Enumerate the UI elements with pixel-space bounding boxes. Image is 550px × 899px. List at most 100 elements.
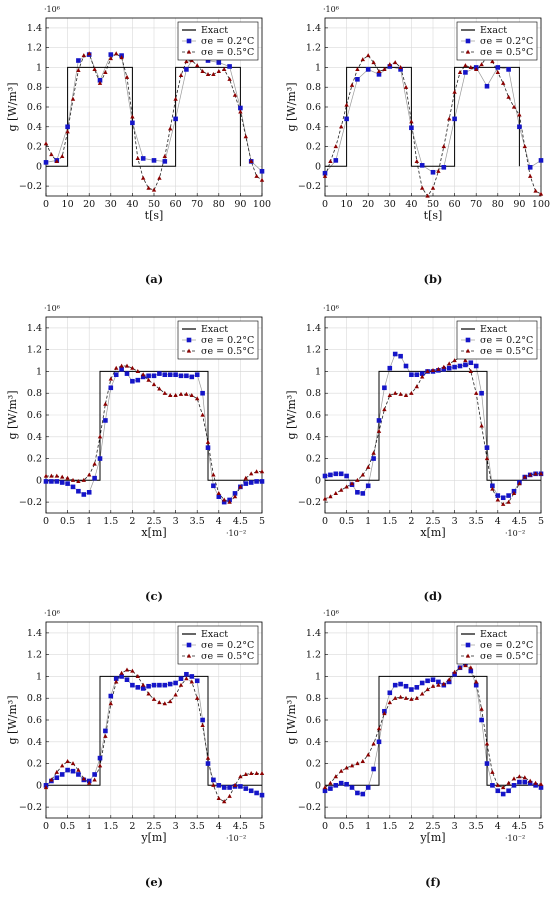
point-s02 [59,772,65,777]
point-s05 [436,366,441,371]
x-tick-label: 2 [129,516,135,527]
point-s05 [420,691,425,696]
point-s05 [528,472,533,477]
point-s02 [398,681,403,687]
point-s05 [168,126,173,131]
panel-caption: (e) [145,875,163,889]
point-s05 [211,782,216,787]
point-s02 [419,371,425,376]
legend-label-s02: σe = 0.2°C [480,640,533,651]
point-s05 [65,758,70,763]
point-s05 [344,102,349,107]
point-s02 [527,165,533,170]
point-s02 [167,681,173,687]
point-s05 [43,141,49,146]
y-tick-label: 0.4 [306,432,321,443]
point-s02 [113,676,119,681]
point-s02 [517,124,522,130]
x-tick-label: 80 [492,199,504,210]
point-s05 [403,393,409,397]
point-s05 [108,56,113,61]
point-s02 [178,676,184,681]
x-tick-label: 4 [495,821,501,832]
point-s05 [409,390,414,395]
point-s05 [528,173,533,178]
point-s02 [173,680,178,686]
y-tick-label: 1.4 [306,323,321,334]
y-tick-label: 1.2 [306,345,321,356]
point-s02 [436,679,441,685]
point-s05 [533,780,538,785]
point-s02 [500,495,506,501]
y-axis-label: g [W/m³] [6,83,19,132]
point-s05 [490,59,495,64]
point-s05 [420,185,425,190]
point-s02 [194,372,200,378]
point-s02 [205,761,211,766]
y-multiplier: ·10⁶ [44,609,60,618]
point-s05 [76,767,81,772]
series-line-exact [325,66,520,167]
point-s05 [87,780,92,785]
point-s05 [382,67,387,72]
point-s05 [474,390,479,395]
point-s02 [376,739,382,745]
point-s05 [322,173,328,178]
point-s02 [409,125,414,131]
point-s02 [322,473,328,479]
x-multiplier: ·10⁻² [505,529,525,538]
point-s05 [157,700,162,705]
point-s02 [473,682,479,688]
point-s02 [392,682,398,688]
point-s02 [473,363,479,369]
point-s05 [468,665,473,670]
x-tick-label: 4 [216,821,222,832]
y-tick-label: 0.4 [27,737,42,748]
point-s02 [162,682,168,688]
legend-label-exact: Exact [480,324,507,335]
panel-caption: (a) [145,272,163,286]
point-s05 [200,69,205,73]
y-tick-label: 0.4 [27,122,42,133]
point-s05 [403,695,409,700]
legend-label-s02: σe = 0.2°C [201,36,254,47]
point-s02 [178,373,184,379]
point-s05 [227,793,232,798]
point-s02 [76,488,81,494]
point-s05 [398,65,403,70]
point-s02 [140,686,146,691]
point-s02 [157,371,162,376]
point-s02 [517,779,522,785]
point-s05 [387,393,392,397]
point-s02 [135,685,141,690]
point-s05 [43,785,49,790]
point-s02 [328,472,333,478]
point-s05 [355,477,360,482]
point-s02 [333,471,339,477]
y-tick-label: 1 [36,671,42,682]
point-s05 [60,154,65,159]
x-tick-label: 0.5 [339,821,354,832]
point-s02 [221,785,227,790]
x-tick-label: 5 [259,821,265,832]
point-s05 [195,396,200,401]
x-tick-label: 30 [384,199,396,210]
x-tick-label: 3 [173,821,179,832]
y-tick-label: 1.2 [27,43,42,54]
y-tick-label: 1 [36,62,42,73]
point-s05 [425,687,430,692]
point-s05 [114,365,119,370]
point-s02 [200,717,205,723]
legend-marker-s05 [465,49,471,54]
point-s05 [501,785,506,790]
legend-label-s02: σe = 0.2°C [480,36,533,47]
point-s05 [387,62,392,67]
point-s05 [65,129,70,134]
point-s02 [538,158,544,163]
point-s05 [366,752,371,757]
point-s05 [238,484,243,489]
point-s02 [92,772,97,777]
point-s05 [328,158,333,163]
